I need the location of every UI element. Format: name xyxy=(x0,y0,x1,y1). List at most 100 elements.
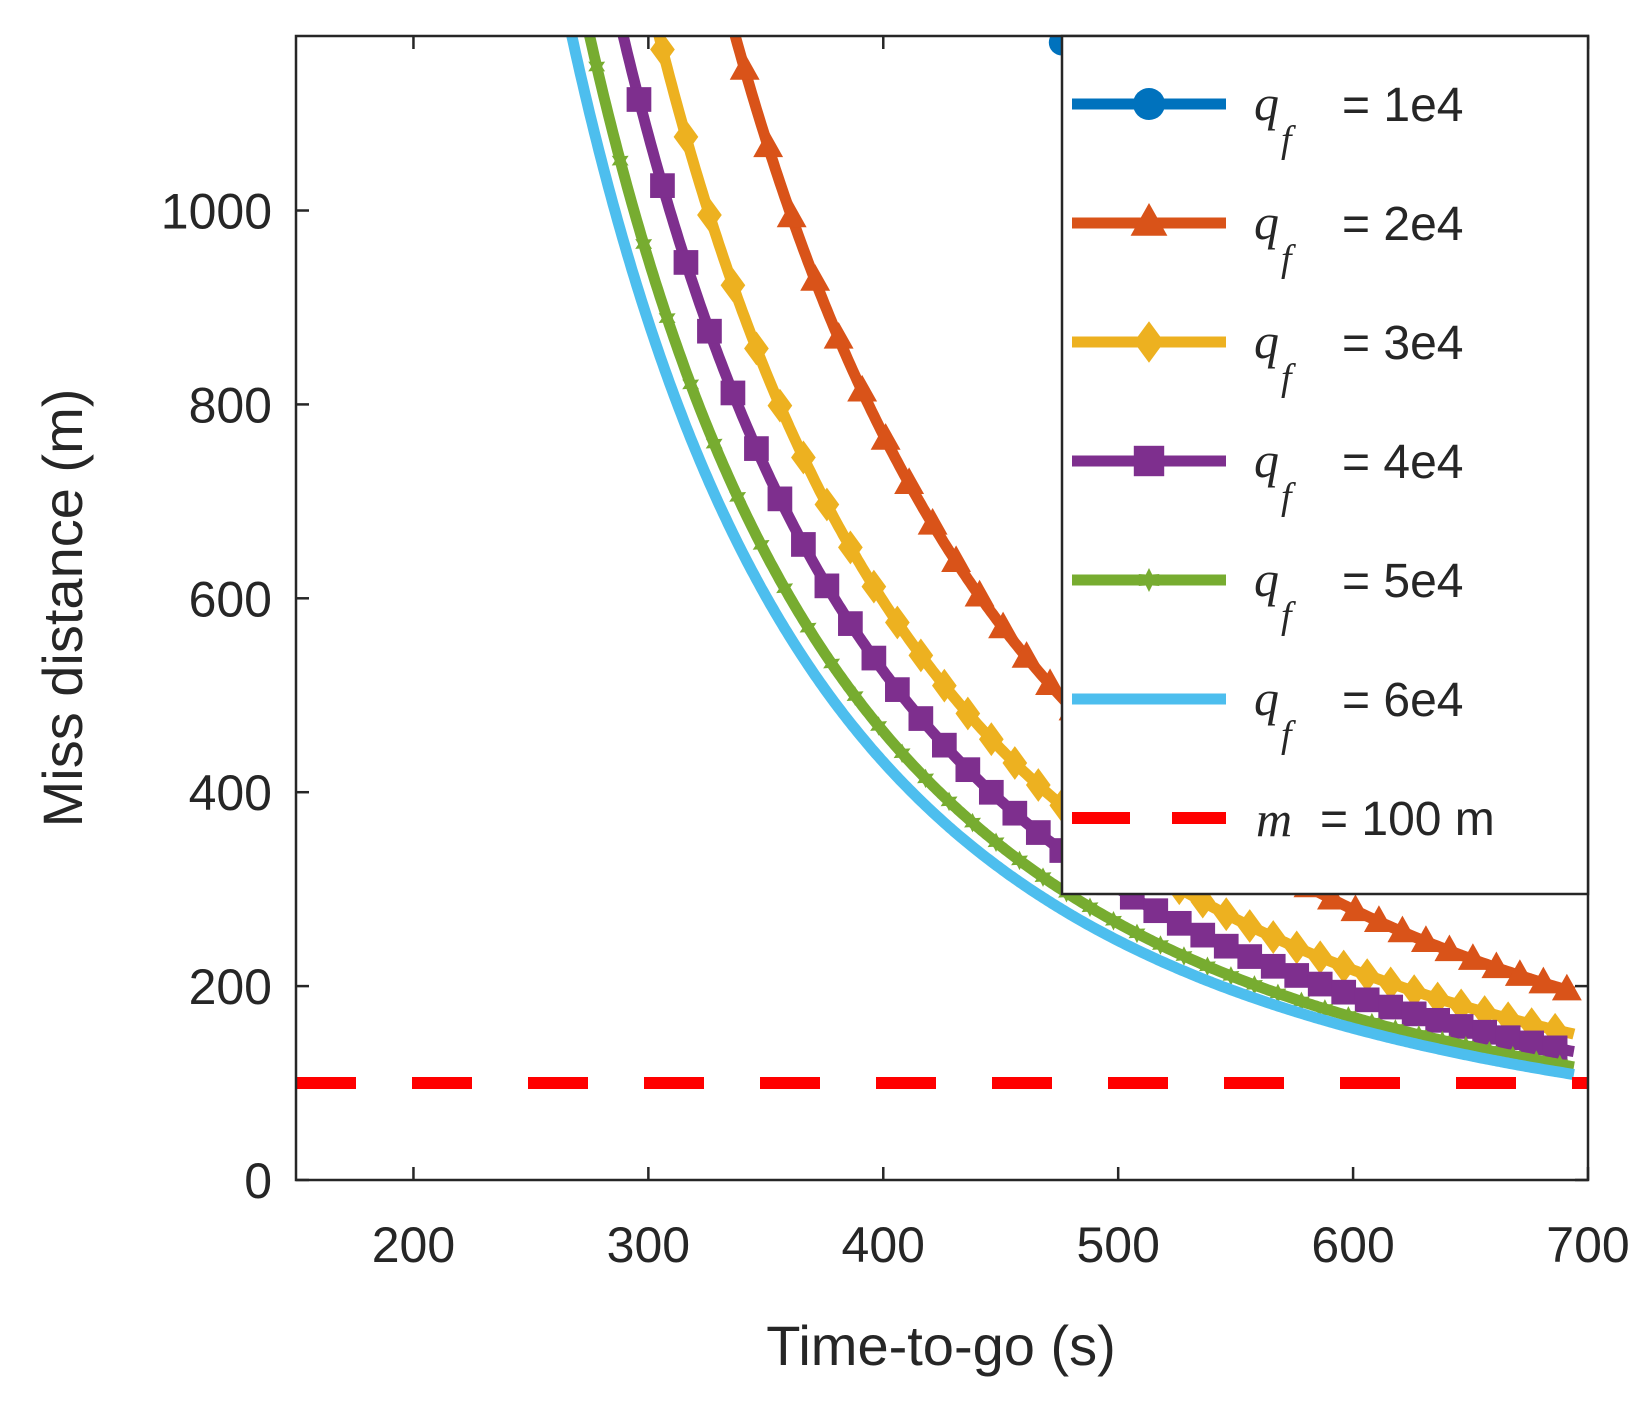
data-point xyxy=(964,812,981,833)
legend-marker xyxy=(1133,445,1165,477)
data-point xyxy=(1519,1030,1544,1056)
data-point xyxy=(917,507,948,535)
data-point xyxy=(1433,1030,1451,1051)
data-point xyxy=(1504,959,1535,986)
data-point xyxy=(1237,909,1263,943)
data-point xyxy=(729,53,760,80)
legend-label: = 3e4 xyxy=(1342,317,1463,370)
data-point xyxy=(885,605,910,640)
data-point xyxy=(588,56,606,77)
y-tick-label: 1000 xyxy=(161,184,272,240)
data-point xyxy=(753,130,784,158)
data-point xyxy=(893,743,911,764)
data-point xyxy=(861,569,887,604)
data-point xyxy=(744,331,769,366)
data-point xyxy=(1331,979,1357,1005)
data-point xyxy=(1269,983,1287,1004)
legend-label: = 2e4 xyxy=(1342,198,1463,251)
legend-label: = 100 m xyxy=(1320,793,1495,846)
data-point xyxy=(1434,934,1465,962)
data-point xyxy=(697,318,722,344)
data-point xyxy=(940,791,958,812)
data-point xyxy=(1480,1041,1498,1061)
x-tick-label: 500 xyxy=(1076,1217,1159,1273)
data-point xyxy=(1363,1012,1381,1033)
data-point xyxy=(720,268,746,303)
data-point xyxy=(1528,966,1559,994)
data-point xyxy=(931,668,957,703)
data-point xyxy=(1213,897,1239,932)
data-point xyxy=(603,0,628,15)
legend-variable: q xyxy=(1254,432,1279,488)
legend-variable: m xyxy=(1256,791,1292,847)
data-point xyxy=(814,487,840,522)
data-point xyxy=(1081,897,1099,918)
data-point xyxy=(1401,974,1427,1009)
data-point xyxy=(917,768,935,789)
legend-variable: q xyxy=(1254,194,1279,250)
legend-item: qf= 6e4 xyxy=(1072,670,1463,756)
data-point xyxy=(635,234,653,254)
data-point xyxy=(1519,1007,1544,1042)
data-point xyxy=(894,467,925,494)
data-point xyxy=(1378,994,1404,1020)
data-point xyxy=(1025,820,1051,845)
data-point xyxy=(1542,1035,1568,1061)
data-point xyxy=(1166,910,1192,936)
data-point xyxy=(1448,1014,1474,1039)
data-point xyxy=(800,264,831,291)
data-point xyxy=(908,706,934,731)
data-point xyxy=(776,200,807,228)
data-point xyxy=(1378,966,1404,1001)
data-point xyxy=(1551,973,1582,1001)
data-point xyxy=(988,611,1019,639)
legend-variable: q xyxy=(1254,670,1279,726)
data-point xyxy=(1152,935,1169,955)
data-point xyxy=(1331,949,1357,984)
data-point xyxy=(720,380,746,406)
data-point xyxy=(1199,956,1216,977)
data-point xyxy=(1354,987,1380,1013)
legend-variable: q xyxy=(1254,75,1279,131)
legend-label: = 6e4 xyxy=(1342,674,1463,727)
data-point xyxy=(838,530,863,565)
legend-marker xyxy=(1130,203,1168,236)
data-point xyxy=(705,433,723,454)
legend-item: qf= 1e4 xyxy=(1072,75,1463,161)
data-point xyxy=(870,423,901,450)
series-6e4 xyxy=(566,36,1578,1081)
data-point xyxy=(987,832,1005,852)
data-point xyxy=(1105,910,1122,931)
y-tick-label: 200 xyxy=(189,959,272,1015)
data-point xyxy=(955,757,981,783)
data-point xyxy=(1457,943,1488,970)
x-tick-label: 400 xyxy=(842,1217,925,1273)
data-point xyxy=(673,250,699,275)
legend-item: m = 100 m xyxy=(1072,791,1495,847)
data-point xyxy=(1002,800,1028,826)
data-point xyxy=(799,617,817,638)
data-point xyxy=(1363,905,1394,932)
data-point xyxy=(814,573,840,599)
data-point xyxy=(1340,894,1371,922)
data-point xyxy=(791,532,816,557)
data-point xyxy=(1481,951,1512,979)
data-point xyxy=(752,535,770,555)
data-point xyxy=(1527,1050,1545,1070)
data-point xyxy=(1387,915,1418,943)
series-4e4 xyxy=(603,0,1578,1061)
data-point xyxy=(1504,1045,1522,1066)
data-point xyxy=(885,677,910,702)
y-axis-title: Miss distance (m) xyxy=(31,389,94,828)
data-point xyxy=(978,722,1004,757)
data-point xyxy=(870,716,888,736)
series-line xyxy=(566,36,1578,1081)
legend-variable: q xyxy=(1254,313,1279,369)
data-point xyxy=(978,779,1004,805)
y-tick-label: 0 xyxy=(244,1153,272,1209)
data-point xyxy=(1222,966,1240,986)
data-point xyxy=(626,87,652,112)
data-point xyxy=(1011,641,1042,668)
data-point xyxy=(1034,867,1052,887)
